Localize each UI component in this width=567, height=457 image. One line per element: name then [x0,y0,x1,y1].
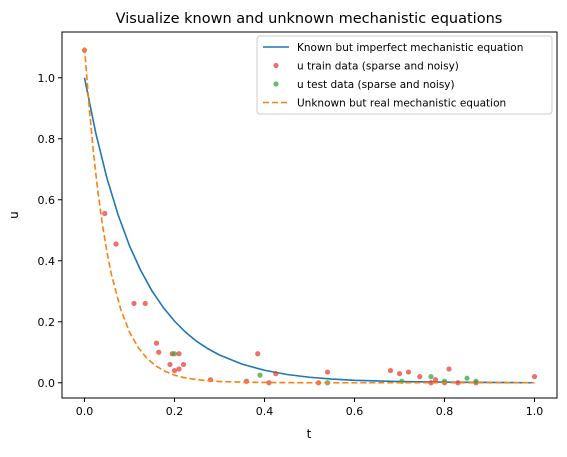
data-point-1 [171,367,178,374]
data-point-1 [455,380,461,386]
data-point-1 [243,378,250,384]
data-point-1 [176,351,182,357]
x-tick-label: 0.0 [76,405,94,418]
data-point-1 [428,380,434,386]
data-point-1 [446,366,452,372]
data-point-2 [257,372,263,378]
data-point-2 [171,351,178,357]
data-point-1 [396,371,403,377]
data-point-1 [531,374,538,380]
data-point-1 [255,351,261,357]
data-point-1 [156,349,162,355]
x-axis: 0.0 0.2 0.4 0.6 0.8 1.0 [76,398,544,418]
legend-entry-label: u test data (sparse and noisy) [297,79,455,91]
x-axis-label: t [307,427,312,441]
data-point-2 [473,378,479,384]
y-axis: 0.0 0.2 0.4 0.6 0.8 1.0 [38,72,62,390]
x-tick-label: 0.2 [166,405,184,418]
legend-swatch-marker [273,81,279,87]
chart-title: Visualize known and unknown mechanistic … [116,11,503,27]
y-tick-label: 1.0 [38,72,56,85]
y-axis-label: u [7,211,21,219]
data-point-1 [432,377,439,383]
legend-entry-label: Known but imperfect mechanistic equation [297,42,523,54]
x-tick-label: 0.6 [346,405,364,418]
data-point-1 [167,361,173,368]
data-point-1 [417,374,423,380]
data-point-1 [180,361,187,368]
series-line-0 [83,77,535,384]
y-tick-label: 0.8 [38,133,56,146]
legend-entry-label: u train data (sparse and noisy) [297,61,459,73]
data-point-1 [324,369,331,375]
data-point-1 [153,340,160,346]
y-tick-label: 0.4 [38,255,56,268]
data-point-1 [102,210,108,217]
legend-swatch-marker [273,62,279,69]
data-point-2 [464,375,470,381]
data-point-1 [113,241,119,247]
y-tick-label: 0.2 [38,316,56,329]
y-tick-label: 0.6 [38,194,56,207]
data-point-1 [176,366,182,372]
legend-entry-label: Unknown but real mechanistic equation [297,98,506,110]
plot-area [81,47,538,386]
data-point-1 [131,300,137,307]
x-tick-label: 0.8 [436,405,454,418]
legend: Known but imperfect mechanistic equation… [256,35,553,115]
plot-frame [61,31,558,399]
series-line-3 [83,47,535,384]
legend-box [256,35,553,115]
data-point-1 [273,371,279,377]
data-point-1 [405,369,412,375]
data-point-1 [142,300,148,307]
x-tick-label: 1.0 [526,405,544,418]
x-tick-label: 0.4 [256,405,274,418]
data-point-2 [428,374,434,380]
data-point-1 [266,380,272,386]
data-point-1 [387,367,394,374]
y-tick-label: 0.0 [38,377,56,390]
